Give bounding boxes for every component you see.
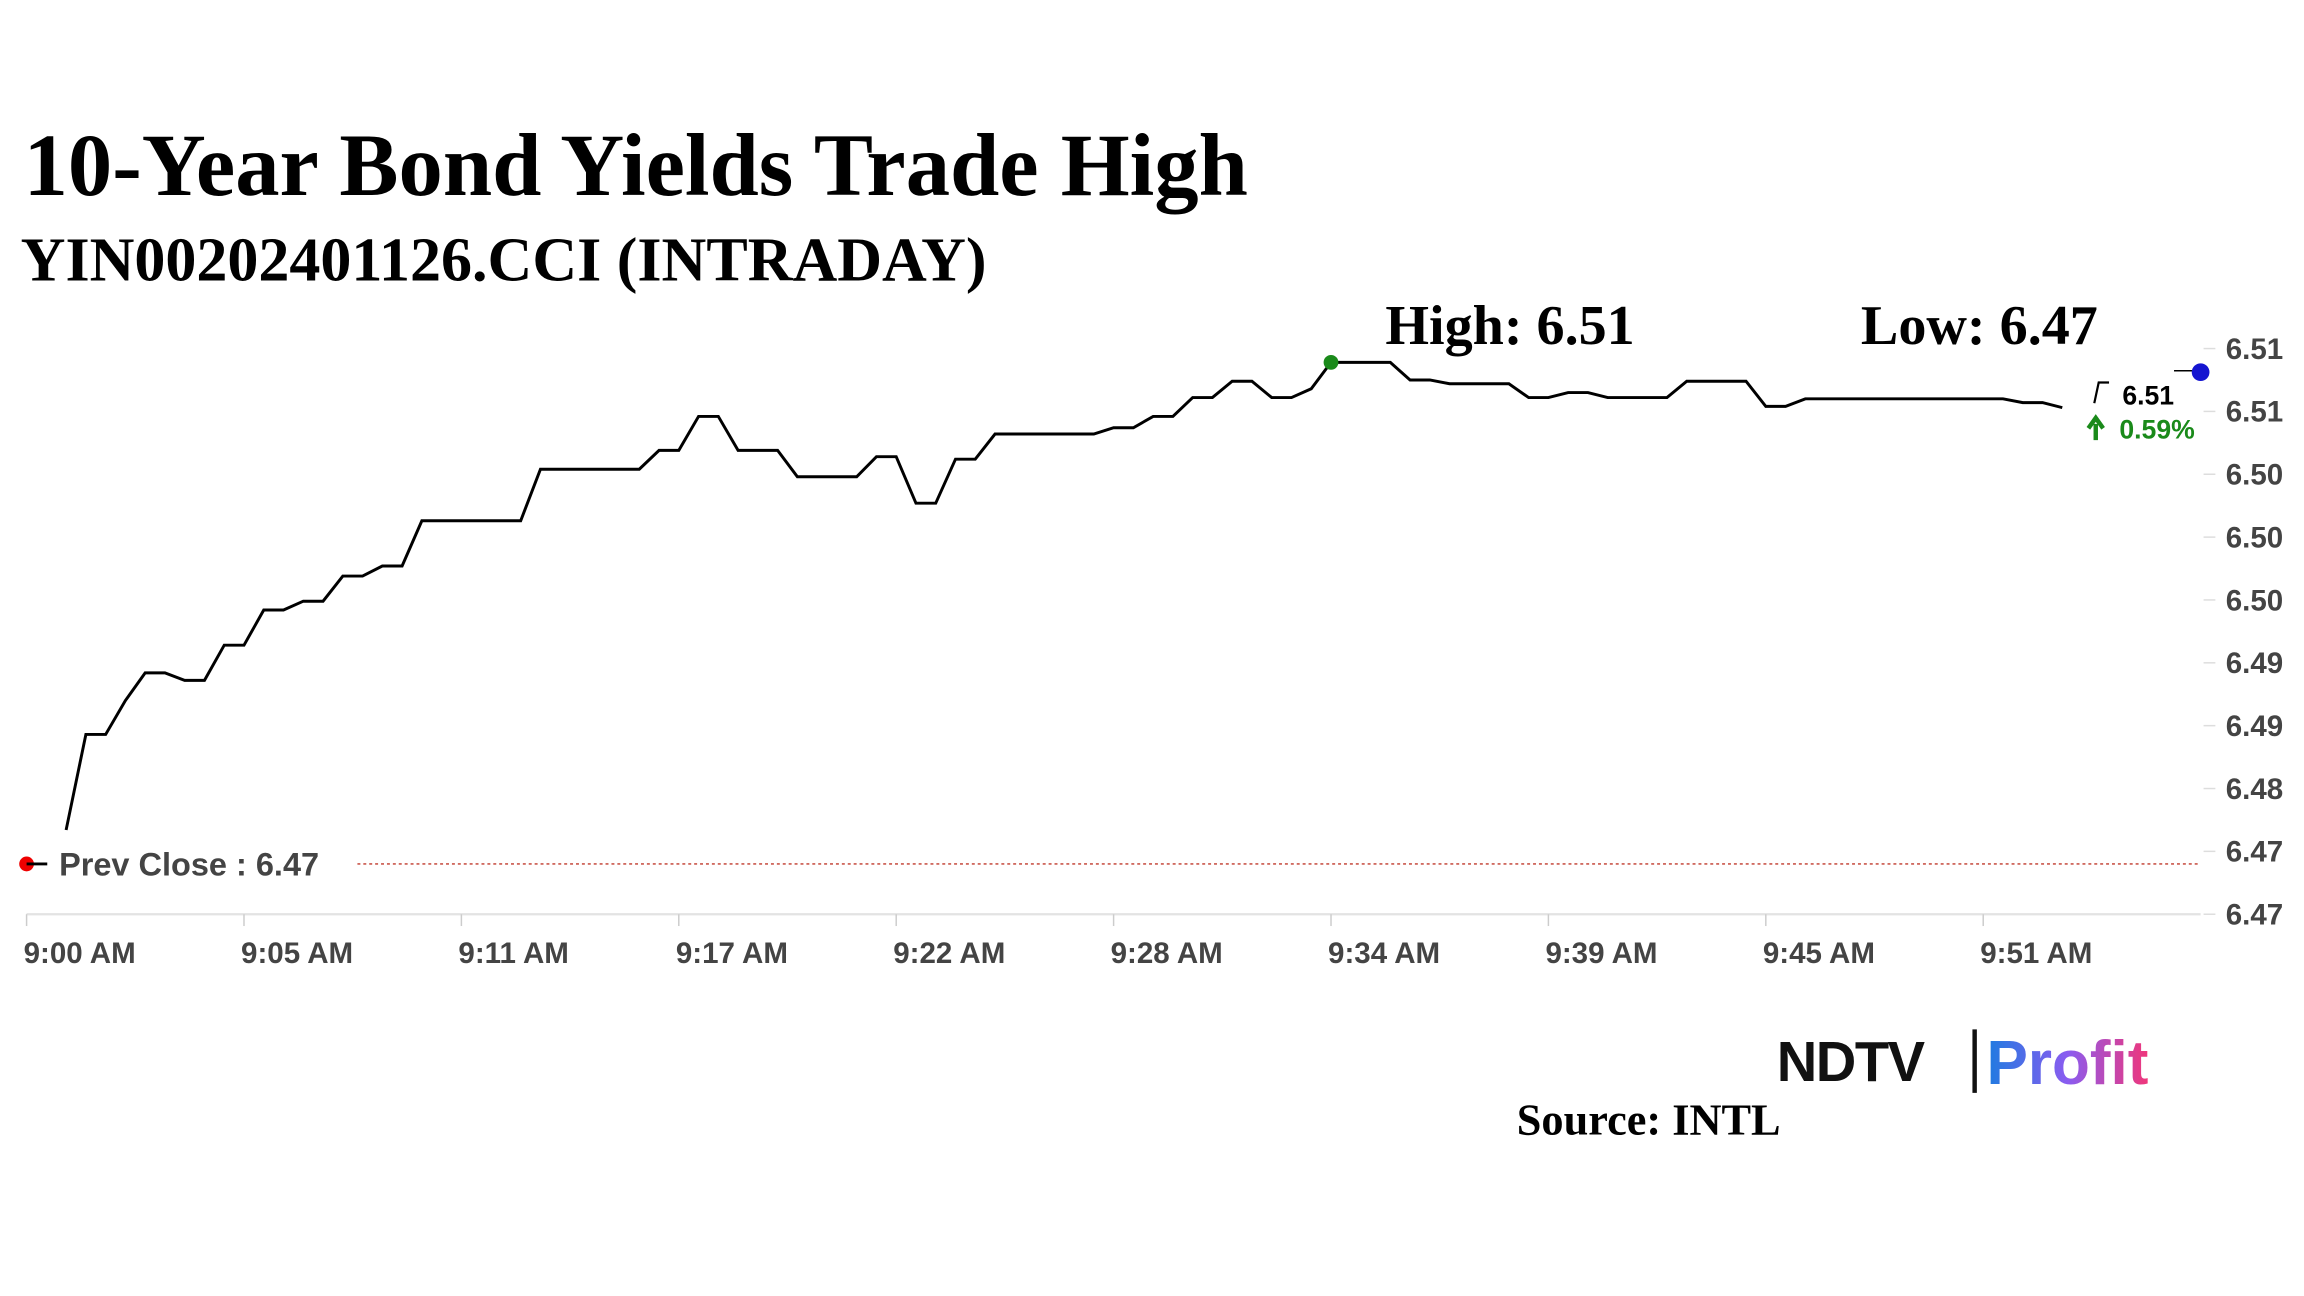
y-tick-label: 6.49	[2226, 710, 2283, 743]
x-tick-label: 9:22 AM	[893, 937, 1005, 970]
last-label: 6.51	[2122, 381, 2174, 411]
chart-title: 10-Year Bond Yields Trade High	[24, 117, 1248, 215]
x-tick-label: 9:28 AM	[1111, 937, 1223, 970]
brand-sub: Profit	[1986, 1029, 2148, 1098]
source: Source: INTL	[1517, 1095, 1781, 1144]
label-connector	[2093, 381, 2110, 404]
y-tick-label: 6.48	[2226, 773, 2283, 806]
y-tick-label: 6.49	[2226, 647, 2283, 680]
y-tick-label: 6.47	[2226, 836, 2283, 869]
change-label: 0.59%	[2119, 415, 2194, 445]
yield-line	[64, 360, 2063, 831]
x-tick-label: 9:45 AM	[1763, 937, 1875, 970]
high-annotation: High: 6.51	[1385, 295, 1634, 357]
y-tick-label: 6.50	[2226, 584, 2283, 617]
y-tick-label: 6.50	[2226, 459, 2283, 492]
y-tick-label: 6.47	[2226, 899, 2283, 932]
x-tick-label: 9:51 AM	[1980, 937, 2092, 970]
last-marker	[2191, 363, 2210, 382]
prev-close-label: Prev Close : 6.47	[59, 847, 319, 883]
brand-logo: NDTV	[1777, 1030, 1926, 1093]
x-tick-label: 9:39 AM	[1545, 937, 1657, 970]
x-tick-label: 9:34 AM	[1328, 937, 1440, 970]
x-tick-label: 9:05 AM	[241, 937, 353, 970]
y-tick-label: 6.51	[2226, 333, 2283, 366]
x-tick-label: 9:17 AM	[676, 937, 788, 970]
up-arrow	[2086, 414, 2105, 441]
x-tick-label: 9:11 AM	[458, 937, 568, 970]
y-tick-label: 6.51	[2226, 396, 2283, 429]
low-annotation: Low: 6.47	[1861, 295, 2098, 357]
chart-subtitle: YIN00202401126.CCI (INTRADAY)	[21, 227, 987, 295]
x-tick-label: 9:00 AM	[24, 937, 136, 970]
y-tick-label: 6.50	[2226, 521, 2283, 554]
high-marker	[1323, 354, 1339, 370]
